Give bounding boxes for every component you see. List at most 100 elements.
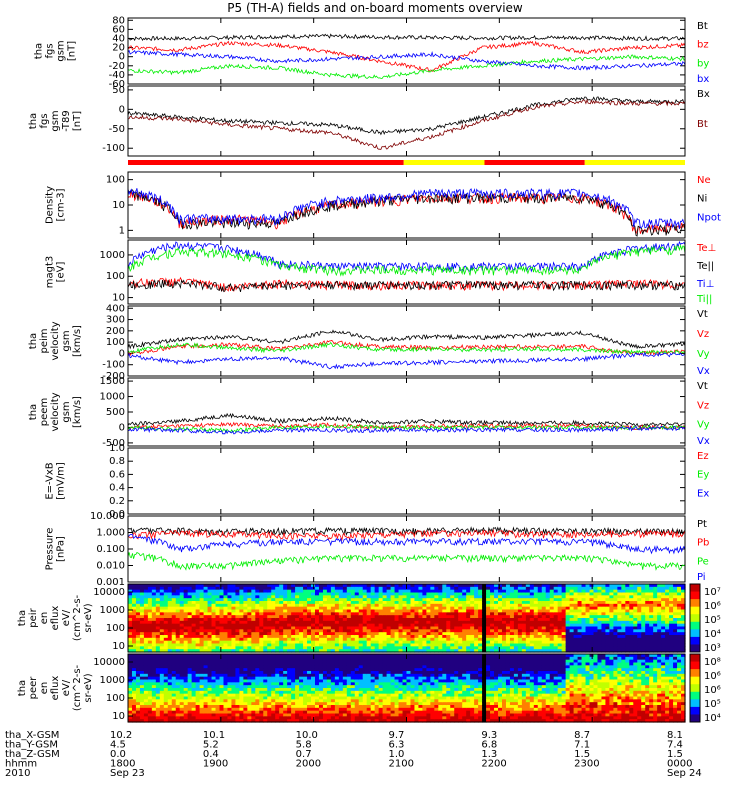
spectrogram-cell	[235, 598, 240, 602]
spectrogram-cell	[561, 626, 567, 630]
spectrogram-cell	[370, 592, 376, 596]
spectrogram-cell	[505, 598, 511, 602]
spectrogram-cell	[223, 632, 229, 636]
spectrogram-cell	[505, 609, 511, 613]
spectrogram-cell	[529, 615, 535, 619]
spectrogram-cell	[223, 710, 229, 715]
spectrogram-cell	[450, 615, 455, 619]
spectrogram-cell	[645, 620, 650, 625]
spectrogram-cell	[183, 623, 189, 628]
spectrogram-cell	[354, 640, 360, 645]
spectrogram-cell	[247, 592, 252, 596]
spectrogram-cell	[171, 654, 177, 658]
spectrogram-cell	[466, 635, 471, 639]
spectrogram-cell	[549, 649, 555, 653]
spectrogram-cell	[283, 707, 288, 712]
spectrogram-cell	[589, 620, 595, 625]
spectrogram-cell	[279, 609, 284, 613]
spectrogram-cell	[374, 609, 380, 613]
spectrogram-cell	[239, 693, 244, 698]
spectrogram-cell	[390, 640, 396, 645]
spectrogram-cell	[171, 623, 177, 628]
spectrogram-cell	[135, 637, 141, 642]
spectrogram-cell	[267, 589, 272, 594]
spectrogram-cell	[486, 598, 491, 602]
spectrogram-cell	[541, 586, 547, 591]
colorbar-tick-label: 10⁶	[704, 601, 721, 612]
spectrogram-cell	[486, 595, 491, 599]
spectrogram-cell	[374, 620, 380, 625]
colorbar-tick-label: 10³	[704, 643, 721, 654]
spectrogram-cell	[314, 656, 320, 661]
spectrogram-cell	[426, 609, 431, 613]
spectrogram-cell	[657, 584, 662, 588]
spectrogram-cell	[482, 592, 487, 596]
spectrogram-cell	[378, 586, 384, 591]
spectrogram-cell	[498, 589, 503, 594]
spectrogram-cell	[358, 598, 364, 602]
spectrogram-cell	[478, 586, 483, 591]
spectrogram-cell	[474, 618, 479, 622]
spectrogram-cell	[573, 609, 579, 613]
spectrogram-cell	[418, 601, 424, 605]
spectrogram-cell	[318, 584, 324, 588]
spectrogram-cell	[334, 603, 340, 608]
spectrogram-cell	[287, 646, 292, 650]
spectrogram-cell	[215, 702, 221, 706]
spectrogram-cell	[605, 598, 611, 602]
spectrogram-cell	[183, 702, 189, 706]
spectrogram-cell	[470, 589, 475, 594]
spectrogram-cell	[426, 598, 431, 602]
spectrogram-cell	[545, 620, 551, 625]
spectrogram-cell	[641, 598, 646, 602]
spectrogram-cell	[235, 719, 240, 723]
spectrogram-cell	[418, 592, 424, 596]
spectrogram-cell	[334, 635, 340, 639]
spectrogram-cell	[283, 671, 288, 675]
spectrogram-cell	[195, 676, 201, 681]
spectrogram-cell	[203, 713, 209, 717]
spectrogram-cell	[167, 620, 173, 625]
y-axis-label: [cm-3]	[56, 188, 67, 221]
spectrogram-cell	[283, 623, 288, 628]
spectrogram-cell	[215, 584, 221, 588]
spectrogram-cell	[677, 632, 682, 636]
spectrogram-cell	[155, 643, 161, 647]
spectrogram-cell	[227, 679, 233, 683]
spectrogram-cell	[585, 626, 591, 630]
spectrogram-cell	[378, 609, 384, 613]
spectrogram-cell	[283, 643, 288, 647]
spectrogram-cell	[147, 640, 153, 645]
spectrogram-cell	[318, 637, 324, 642]
spectrogram-cell	[525, 615, 531, 619]
spectrogram-cell	[581, 643, 587, 647]
spectrogram-cell	[402, 615, 408, 619]
spectrogram-cell	[466, 589, 471, 594]
spectrogram-cell	[593, 592, 599, 596]
spectrogram-cell	[677, 598, 682, 602]
spectrogram-cell	[271, 606, 276, 611]
spectrogram-cell	[394, 620, 400, 625]
spectrogram-cell	[474, 637, 479, 642]
spectrogram-cell	[597, 643, 603, 647]
spectrogram-cell	[251, 696, 256, 700]
spectrogram-cell	[326, 662, 332, 666]
spectrogram-cell	[322, 702, 328, 706]
spectrogram-cell	[318, 665, 324, 669]
spectrogram-cell	[649, 620, 654, 625]
spectrogram-cell	[342, 598, 348, 602]
spectrogram-cell	[147, 659, 153, 664]
spectrogram-cell	[382, 603, 388, 608]
spectrogram-cell	[577, 626, 583, 630]
spectrogram-cell	[326, 643, 332, 647]
spectrogram-cell	[517, 649, 523, 653]
spectrogram-cell	[135, 623, 141, 628]
spectrogram-cell	[673, 606, 678, 611]
spectrogram-cell	[454, 632, 459, 636]
spectrogram-cell	[454, 598, 459, 602]
spectrogram-cell	[255, 640, 260, 645]
spectrogram-cell	[422, 646, 427, 650]
spectrogram-cell	[362, 637, 368, 642]
spectrogram-cell	[179, 606, 185, 611]
spectrogram-cell	[139, 589, 145, 594]
